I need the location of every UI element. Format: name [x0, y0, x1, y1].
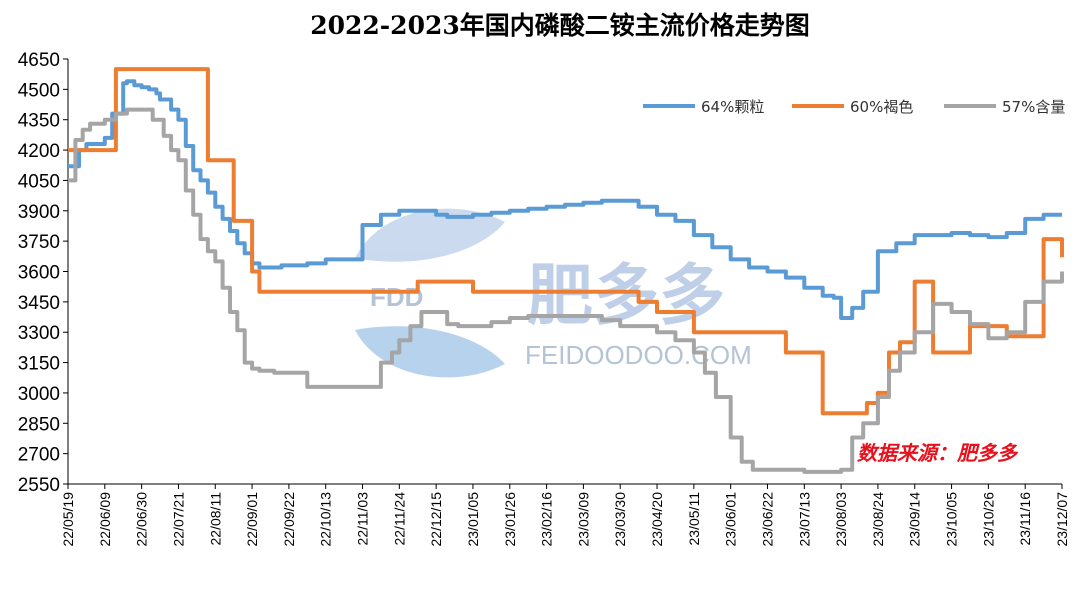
x-tick-label: 23/05/11 — [686, 492, 702, 546]
watermark-brand-latin: FEIDOODOO.COM — [525, 340, 752, 370]
x-tick-label: 23/02/16 — [539, 492, 555, 547]
y-tick-label: 2700 — [18, 445, 60, 466]
x-tick-label: 22/07/21 — [170, 492, 186, 547]
series-line-1 — [68, 79, 1062, 320]
y-tick-label: 4500 — [18, 80, 60, 101]
legend: 64%颗粒 60%褐色 57%含量 — [643, 98, 1065, 116]
x-tick-label: 22/09/01 — [244, 492, 260, 547]
y-tick-label: 3450 — [18, 293, 60, 314]
legend-label: 60%褐色 — [850, 98, 913, 116]
y-tick-label: 4050 — [18, 171, 60, 192]
series-line-2 — [68, 67, 1064, 416]
x-axis-ticks: 22/05/19 22/06/09 22/06/30 22/07/21 22/08/11… — [60, 484, 1070, 547]
y-tick-label: 2550 — [18, 475, 60, 496]
x-tick-label: 22/08/11 — [207, 492, 223, 546]
y-tick-label: 3750 — [18, 232, 60, 253]
x-tick-label: 22/06/09 — [97, 492, 113, 547]
x-tick-label: 23/11/16 — [1017, 492, 1033, 546]
x-tick-label: 23/01/26 — [502, 492, 518, 547]
x-tick-label: 23/06/22 — [759, 492, 775, 547]
x-tick-label: 23/03/09 — [575, 492, 591, 547]
watermark-mark: FDD — [370, 282, 423, 312]
legend-label: 64%颗粒 — [701, 98, 764, 116]
y-tick-label: 3000 — [18, 384, 60, 405]
x-tick-label: 23/03/30 — [612, 492, 628, 547]
x-tick-label: 23/08/24 — [870, 492, 886, 547]
chart-title: 2022-2023年国内磷酸二铵主流价格走势图 — [310, 11, 810, 40]
x-tick-label: 23/06/01 — [723, 492, 739, 547]
y-tick-label: 4650 — [18, 50, 60, 71]
y-tick-label: 2850 — [18, 414, 60, 435]
y-tick-label: 4350 — [18, 111, 60, 132]
source-annotation: 数据来源：肥多多 — [857, 441, 1019, 465]
x-tick-label: 23/10/26 — [980, 492, 996, 547]
legend-label: 57%含量 — [1002, 98, 1065, 116]
x-tick-label: 22/11/24 — [391, 492, 407, 546]
x-tick-label: 22/09/22 — [281, 492, 297, 547]
x-tick-label: 22/12/15 — [428, 492, 444, 547]
x-tick-label: 23/08/03 — [833, 492, 849, 547]
x-tick-label: 23/09/14 — [907, 492, 923, 547]
x-tick-label: 22/10/13 — [318, 492, 334, 547]
y-tick-label: 3300 — [18, 323, 60, 344]
series-line-3 — [68, 107, 1064, 474]
y-tick-label: 4200 — [18, 141, 60, 162]
x-tick-label: 23/01/05 — [465, 492, 481, 547]
y-tick-label: 3900 — [18, 202, 60, 223]
x-tick-label: 23/07/13 — [796, 492, 812, 547]
x-tick-label: 23/10/05 — [944, 492, 960, 547]
y-tick-label: 3150 — [18, 354, 60, 375]
y-tick-label: 3600 — [18, 263, 60, 284]
x-tick-label: 22/06/30 — [134, 492, 150, 547]
x-tick-label: 23/04/20 — [649, 492, 665, 547]
watermark-leaf-upper — [355, 208, 505, 262]
y-axis-ticks: 2550 2700 2850 3000 3150 3300 3450 3600 3750 3900… — [18, 50, 68, 496]
x-tick-label: 22/05/19 — [60, 492, 76, 547]
watermark-leaf-lower — [355, 326, 505, 378]
x-tick-label: 22/11/03 — [355, 492, 371, 546]
series-layer — [68, 67, 1064, 474]
x-tick-label: 23/12/07 — [1054, 492, 1070, 547]
